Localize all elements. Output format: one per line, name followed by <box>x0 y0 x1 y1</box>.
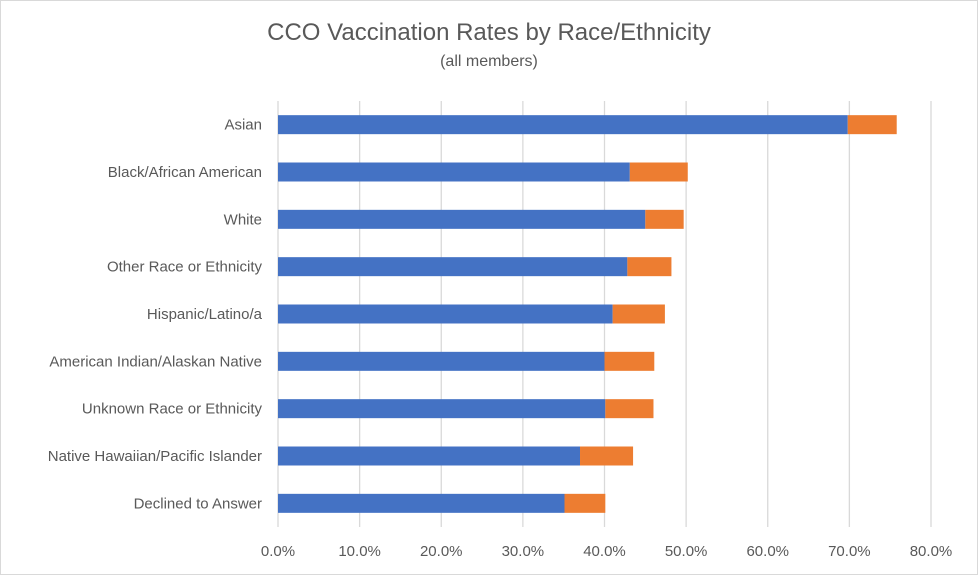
x-tick-label: 50.0% <box>665 543 708 560</box>
x-tick-label: 70.0% <box>828 543 871 560</box>
x-tick-label: 0.0% <box>261 543 295 560</box>
category-label: Native Hawaiian/Pacific Islander <box>48 448 262 465</box>
category-label: Other Race or Ethnicity <box>107 259 263 276</box>
bar-segment-1 <box>278 209 646 229</box>
x-tick-label: 20.0% <box>420 543 463 560</box>
x-tick-label: 60.0% <box>746 543 789 560</box>
x-tick-label: 40.0% <box>583 543 626 560</box>
bar-segment-2 <box>580 446 634 466</box>
bar-segment-1 <box>278 446 581 466</box>
x-tick-label: 30.0% <box>502 543 545 560</box>
bar-segment-1 <box>278 304 613 324</box>
x-tick-label: 10.0% <box>338 543 381 560</box>
bar-segment-2 <box>605 399 654 419</box>
bar-segment-1 <box>278 399 606 419</box>
category-label: Hispanic/Latino/a <box>147 306 263 323</box>
category-label: Unknown Race or Ethnicity <box>82 401 263 418</box>
bar-segment-1 <box>278 351 605 371</box>
category-label: American Indian/Alaskan Native <box>49 353 262 370</box>
bar-segment-2 <box>604 351 655 371</box>
bar-segment-2 <box>627 257 672 277</box>
bar-segment-1 <box>278 115 848 135</box>
category-label: Declined to Answer <box>134 495 262 512</box>
bar-segment-2 <box>645 209 684 229</box>
bar-segment-2 <box>564 493 606 513</box>
category-label: Asian <box>224 117 262 134</box>
chart-subtitle: (all members) <box>440 53 538 70</box>
bar-segment-1 <box>278 162 630 182</box>
category-label: Black/African American <box>108 164 262 181</box>
category-label: White <box>224 211 262 228</box>
bar-segment-2 <box>847 115 897 135</box>
bar-segment-1 <box>278 493 565 513</box>
bar-segment-2 <box>612 304 665 324</box>
bar-segment-2 <box>629 162 688 182</box>
x-tick-label: 80.0% <box>910 543 953 560</box>
chart-title: CCO Vaccination Rates by Race/Ethnicity <box>267 19 711 46</box>
bar-segment-1 <box>278 257 628 277</box>
